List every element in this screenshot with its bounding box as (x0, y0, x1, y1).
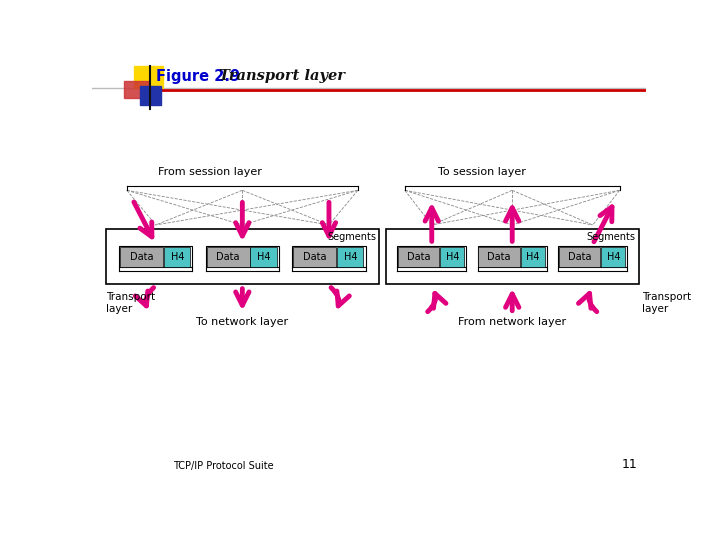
Text: TCP/IP Protocol Suite: TCP/IP Protocol Suite (173, 461, 274, 471)
Text: Data: Data (487, 252, 511, 261)
FancyArrowPatch shape (428, 293, 446, 312)
Text: Figure 2.9: Figure 2.9 (156, 69, 240, 84)
Text: 11: 11 (621, 458, 637, 471)
Text: To network layer: To network layer (197, 316, 289, 327)
Text: H4: H4 (343, 252, 357, 261)
Bar (106, 229, 379, 284)
Text: Transport
layer: Transport layer (106, 292, 155, 314)
Bar (477, 246, 547, 267)
Bar (251, 247, 276, 267)
FancyArrowPatch shape (135, 288, 153, 306)
Text: Transport layer: Transport layer (219, 69, 345, 83)
FancyArrowPatch shape (578, 293, 597, 312)
Bar (293, 247, 336, 267)
Text: From network layer: From network layer (458, 316, 567, 327)
Text: To session layer: To session layer (438, 167, 526, 177)
Bar (386, 229, 639, 284)
Text: H4: H4 (171, 252, 184, 261)
FancyArrowPatch shape (331, 288, 349, 306)
Text: From session layer: From session layer (158, 167, 261, 177)
Bar (292, 246, 366, 267)
Bar (119, 246, 192, 267)
Bar (163, 247, 190, 267)
Text: Data: Data (568, 252, 591, 261)
Bar (207, 247, 250, 267)
Text: Data: Data (130, 252, 153, 261)
Bar (398, 247, 439, 267)
Bar (140, 86, 161, 105)
Text: H4: H4 (526, 252, 540, 261)
Text: Segments: Segments (586, 232, 636, 242)
Bar (124, 81, 149, 98)
Bar (134, 66, 163, 88)
Bar (397, 246, 467, 267)
Text: Data: Data (303, 252, 326, 261)
Text: Data: Data (216, 252, 240, 261)
Bar (558, 246, 627, 267)
Text: Data: Data (407, 252, 431, 261)
Bar (601, 247, 625, 267)
Bar (440, 247, 464, 267)
Bar (521, 247, 544, 267)
Bar (120, 247, 163, 267)
Bar (206, 246, 279, 267)
Text: H4: H4 (446, 252, 459, 261)
Bar (478, 247, 520, 267)
Text: H4: H4 (257, 252, 271, 261)
Text: H4: H4 (607, 252, 620, 261)
Text: Segments: Segments (327, 232, 376, 242)
Bar (559, 247, 600, 267)
Bar (337, 247, 363, 267)
Text: Transport
layer: Transport layer (642, 292, 691, 314)
